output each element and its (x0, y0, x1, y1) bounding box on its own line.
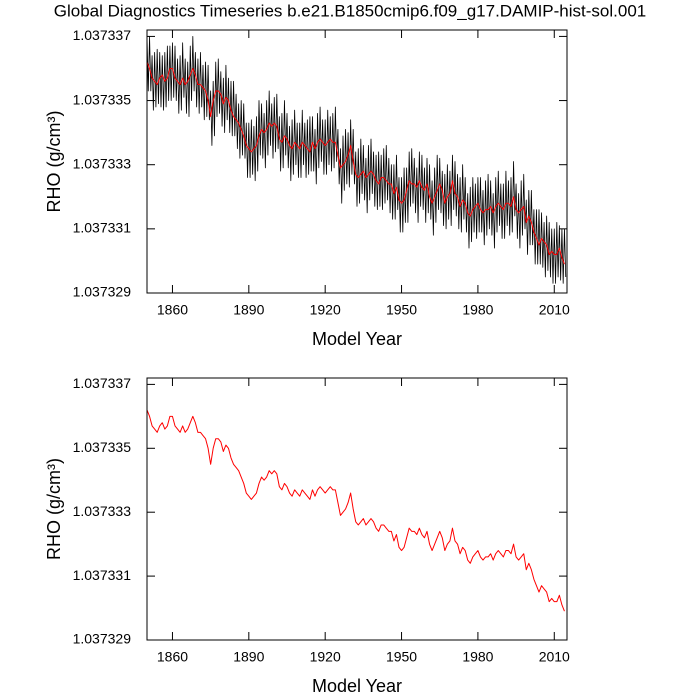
x-tick-label: 1860 (157, 302, 188, 318)
y-axis-title: RHO (g/cm³) (44, 111, 64, 213)
x-tick-label: 1980 (462, 302, 493, 318)
data-line (147, 61, 565, 265)
data-line (147, 36, 567, 284)
x-tick-label: 2010 (539, 302, 570, 318)
x-axis-title: Model Year (312, 329, 402, 349)
y-tick-label: 1.037335 (73, 91, 132, 107)
y-tick-label: 1.037329 (73, 631, 132, 647)
chart-title: Global Diagnostics Timeseries b.e21.B185… (54, 1, 646, 20)
y-tick-label: 1.037337 (73, 375, 132, 391)
x-tick-label: 1890 (233, 302, 264, 318)
y-tick-label: 1.037331 (73, 567, 132, 583)
y-tick-label: 1.037333 (73, 503, 132, 519)
x-tick-label: 1980 (462, 649, 493, 665)
y-tick-label: 1.037331 (73, 220, 132, 236)
x-tick-label: 1860 (157, 649, 188, 665)
y-tick-label: 1.037335 (73, 439, 132, 455)
x-tick-label: 1950 (386, 649, 417, 665)
y-tick-label: 1.037333 (73, 155, 132, 171)
plot-frame (146, 377, 568, 641)
x-tick-label: 1920 (310, 302, 341, 318)
y-tick-label: 1.037329 (73, 284, 132, 300)
y-axis-title: RHO (g/cm³) (44, 458, 64, 560)
y-tick-label: 1.037337 (73, 27, 132, 43)
x-tick-label: 1890 (233, 649, 264, 665)
x-axis-title: Model Year (312, 676, 402, 696)
plot-frame (146, 29, 568, 294)
data-line (147, 409, 565, 612)
x-tick-label: 2010 (539, 649, 570, 665)
x-tick-label: 1920 (310, 649, 341, 665)
x-tick-label: 1950 (386, 302, 417, 318)
